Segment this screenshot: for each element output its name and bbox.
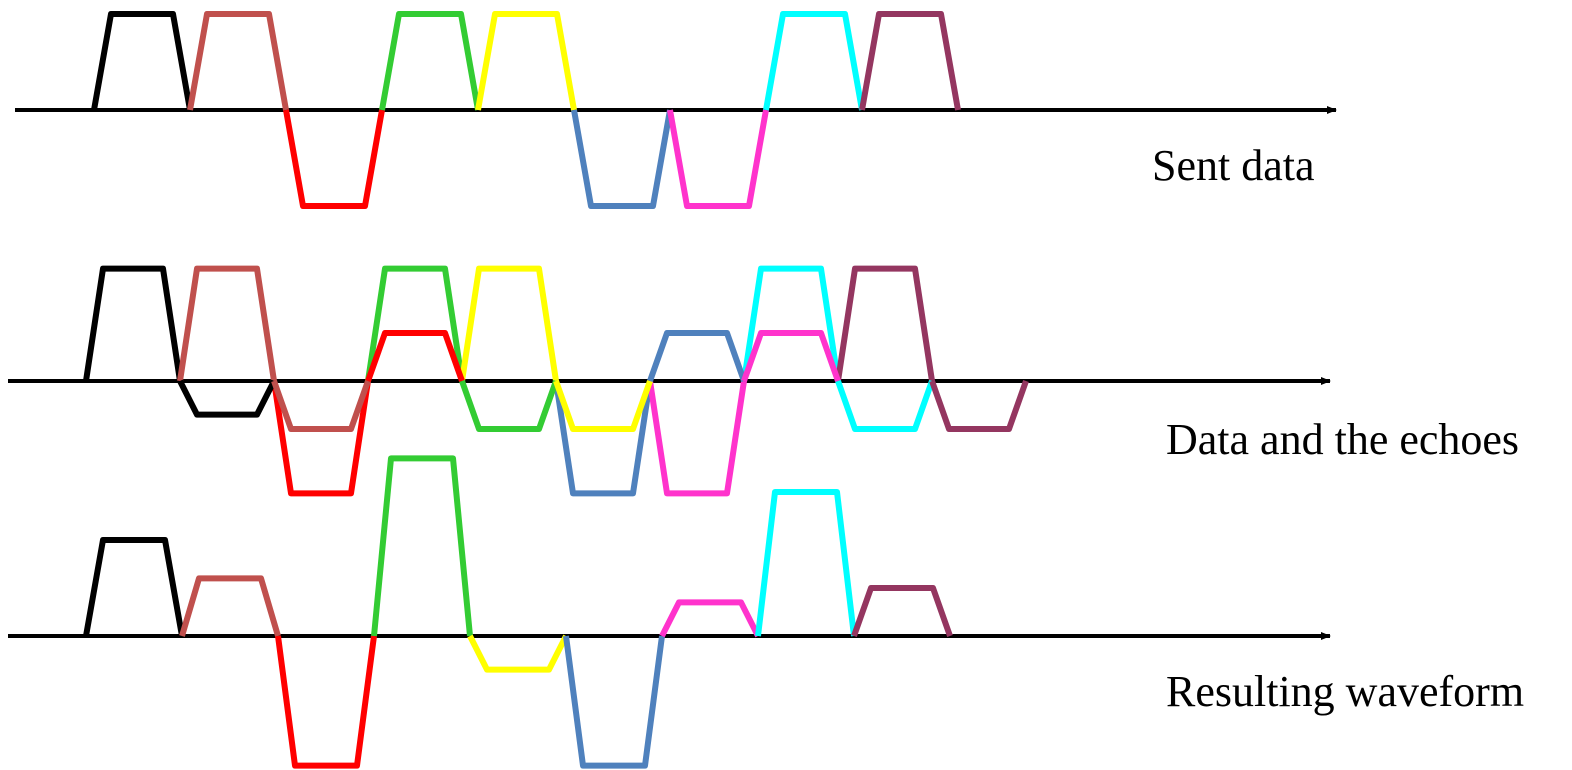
data-symbol-pulse-6 — [553, 380, 653, 497]
sent-data-caption: Sent data — [1152, 141, 1315, 190]
sent-symbol-pulse-7 — [667, 109, 769, 209]
resulting-waveform — [83, 455, 953, 769]
resulting-symbol-pulse-1 — [83, 537, 185, 637]
sent-symbol-pulse-3 — [283, 109, 385, 209]
echo-symbol-pulse-9 — [929, 379, 1029, 432]
echo-symbol-pulse-8 — [835, 379, 935, 432]
sent-symbol-pulse-2 — [187, 11, 289, 111]
sent-symbol-pulse-1 — [91, 11, 193, 111]
resulting-symbol-pulse-9 — [851, 585, 953, 638]
data-and-echoes-caption: Data and the echoes — [1166, 415, 1520, 464]
resulting-symbol-pulse-8 — [755, 489, 857, 637]
echoes-waveform — [83, 265, 1029, 497]
sent-symbol-pulse-4 — [379, 11, 481, 111]
data-symbol-pulse-7 — [647, 380, 747, 497]
sent-symbol-pulse-8 — [763, 11, 865, 111]
sent-symbol-pulse-9 — [859, 11, 961, 111]
sent-data-waveform — [91, 11, 961, 209]
data-symbol-pulse-8 — [741, 265, 841, 382]
echo-symbol-pulse-6 — [647, 330, 747, 383]
resulting-symbol-pulse-2 — [179, 575, 281, 637]
data-symbol-pulse-5 — [459, 265, 559, 382]
echo-symbol-pulse-3 — [365, 330, 465, 383]
resulting-waveform-caption: Resulting waveform — [1166, 667, 1525, 716]
echo-symbol-pulse-4 — [459, 379, 559, 432]
resulting-symbol-pulse-5 — [467, 634, 569, 673]
echo-symbol-pulse-2 — [271, 379, 371, 432]
sent-symbol-pulse-6 — [571, 109, 673, 209]
echo-symbol-pulse-5 — [553, 379, 653, 432]
data-symbol-pulse-9 — [835, 265, 935, 382]
sent-symbol-pulse-5 — [475, 11, 577, 111]
data-symbol-pulse-1 — [83, 265, 183, 382]
data-symbol-pulse-2 — [177, 265, 277, 382]
data-symbol-pulse-3 — [271, 380, 371, 497]
resulting-symbol-pulse-6 — [563, 635, 665, 769]
echo-symbol-pulse-1 — [177, 379, 277, 418]
resulting-symbol-pulse-7 — [659, 599, 761, 638]
echo-symbol-pulse-7 — [741, 330, 841, 383]
resulting-symbol-pulse-3 — [275, 635, 377, 769]
resulting-symbol-pulse-4 — [371, 455, 473, 637]
data-symbol-pulse-4 — [365, 265, 465, 382]
